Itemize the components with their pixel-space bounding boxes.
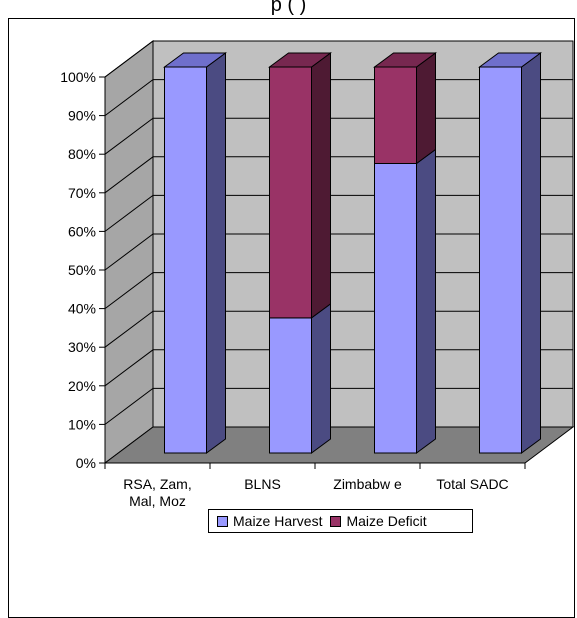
- bar-deficit-side: [311, 52, 331, 319]
- legend-item-harvest: Maize Harvest: [217, 513, 322, 529]
- bar-harvest: [479, 66, 522, 454]
- y-tick-label: 70%: [68, 185, 96, 201]
- bar-deficit: [374, 66, 417, 164]
- legend-swatch-harvest: [217, 515, 228, 527]
- bar-deficit-top: [267, 52, 333, 68]
- y-tick-label: 80%: [68, 146, 96, 162]
- y-tick-label: 0%: [76, 455, 96, 471]
- y-tick-label: 90%: [68, 108, 96, 124]
- bar-harvest-side: [416, 148, 436, 454]
- x-category-label: Total SADC: [436, 476, 508, 492]
- x-category-label: Mal, Moz: [129, 493, 186, 509]
- maize-chart: 0% 10% 20% 30% 40% 50% 60% 70% 80% 90% 100% RSA, Za…: [60, 40, 575, 509]
- y-tick-label: 10%: [68, 416, 96, 432]
- legend-item-deficit: Maize Deficit: [330, 513, 427, 529]
- x-category-label: BLNS: [244, 476, 281, 492]
- y-tick-label: 50%: [68, 262, 96, 278]
- x-category-label: RSA, Zam,: [123, 476, 191, 492]
- legend-label-deficit: Maize Deficit: [346, 513, 427, 529]
- bar-harvest-side: [206, 52, 226, 454]
- bar-harvest: [374, 163, 417, 454]
- y-tick-label: 100%: [60, 69, 96, 85]
- y-tick-label: 20%: [68, 378, 96, 394]
- legend: Maize Harvest Maize Deficit: [208, 509, 473, 533]
- bar-harvest-top: [162, 52, 228, 68]
- y-tick-label: 40%: [68, 301, 96, 317]
- bar-deficit: [269, 66, 312, 319]
- bar-harvest: [269, 317, 312, 454]
- legend-label-harvest: Maize Harvest: [233, 513, 323, 529]
- gridline: [104, 40, 573, 78]
- y-tick-label: 30%: [68, 339, 96, 355]
- bar-deficit-top: [372, 52, 438, 68]
- bar-harvest-top: [477, 52, 543, 68]
- bar-harvest-side: [311, 302, 331, 454]
- x-category-label: Zimbabw e: [333, 476, 402, 492]
- y-tick-label: 60%: [68, 223, 96, 239]
- bar-deficit-side: [416, 52, 436, 165]
- bar-harvest-side: [521, 52, 541, 454]
- legend-swatch-deficit: [330, 515, 342, 527]
- chart-title-fragment: p ( ): [270, 0, 307, 16]
- bar-harvest: [164, 66, 207, 454]
